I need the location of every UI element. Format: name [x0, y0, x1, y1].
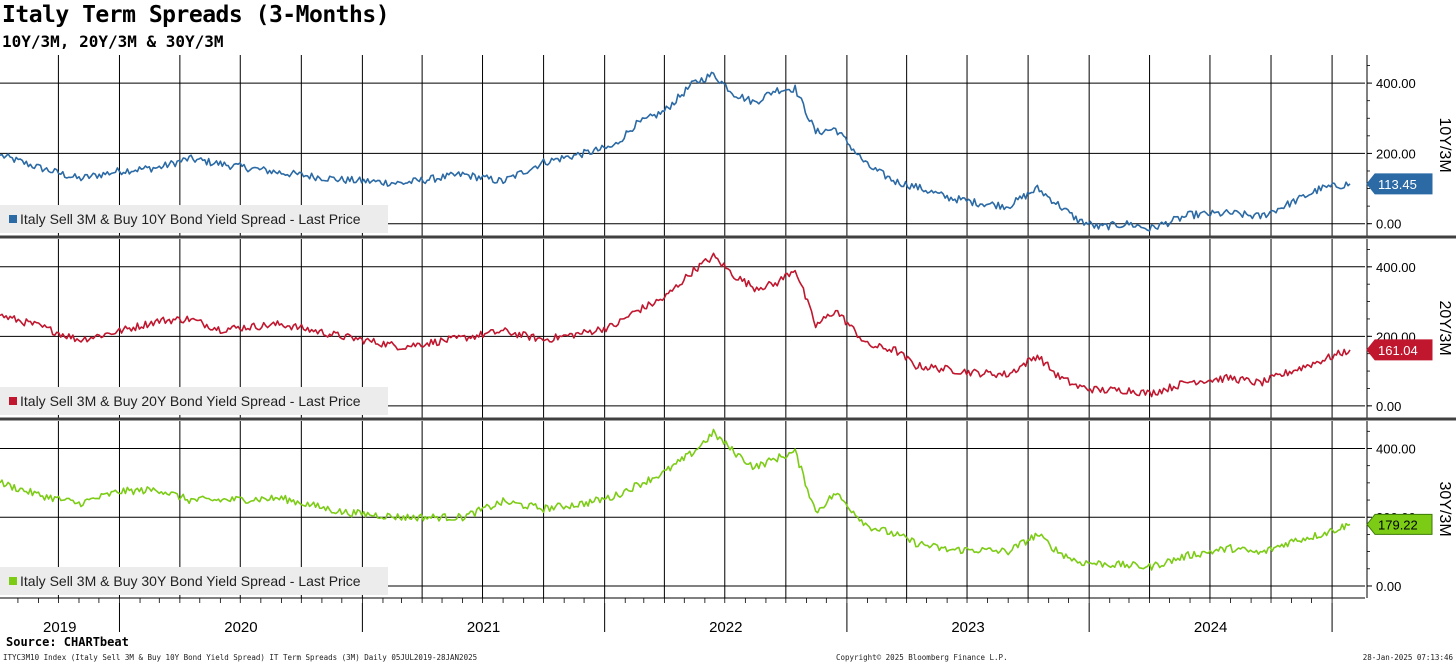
x-year-label: 2023 — [951, 619, 984, 635]
x-year-label: 2020 — [224, 619, 257, 635]
panel-divider — [0, 235, 1456, 239]
chart-title: Italy Term Spreads (3-Months) — [2, 2, 390, 28]
panel-10y-3m: 400.00 200.00 0.00 113.45 10Y/3M Italy Sell 3… — [0, 55, 1453, 236]
legend-background — [0, 387, 388, 415]
y-tick-label: 200.00 — [1376, 146, 1416, 161]
last-value-marker — [1366, 513, 1433, 535]
legend-label: Italy Sell 3M & Buy 10Y Bond Yield Sprea… — [20, 211, 361, 227]
legend-swatch — [9, 577, 17, 585]
legend-swatch — [9, 397, 17, 405]
series-line — [0, 71, 1351, 232]
footer-timestamp: 28-Jan-2025 07:13:46 — [1362, 653, 1453, 662]
last-value-label: 161.04 — [1378, 343, 1418, 358]
x-year-label: 2019 — [43, 619, 76, 635]
last-value-tag: 113.45 — [1366, 173, 1433, 195]
legend: Italy Sell 3M & Buy 20Y Bond Yield Sprea… — [0, 387, 388, 415]
legend-label: Italy Sell 3M & Buy 30Y Bond Yield Sprea… — [20, 573, 361, 589]
x-year-label: 2022 — [709, 619, 742, 635]
x-year-label: 2021 — [467, 619, 500, 635]
legend-background — [0, 567, 388, 595]
panel-axis-label: 20Y/3M — [1436, 301, 1453, 356]
legend: Italy Sell 3M & Buy 10Y Bond Yield Sprea… — [0, 205, 388, 233]
y-tick-label: 0.00 — [1376, 579, 1401, 594]
footer-description: ITYC3M10 Index (Italy Sell 3M & Buy 10Y … — [3, 653, 478, 662]
last-value-tag: 179.22 — [1366, 513, 1433, 535]
last-value-marker — [1366, 173, 1433, 195]
y-tick-label: 400.00 — [1376, 260, 1416, 275]
y-tick-label: 0.00 — [1376, 217, 1401, 232]
y-tick-label: 0.00 — [1376, 399, 1401, 414]
legend-background — [0, 205, 388, 233]
chart-subtitle: 10Y/3M, 20Y/3M & 30Y/3M — [2, 32, 224, 51]
y-tick-label: 400.00 — [1376, 441, 1416, 456]
last-value-marker — [1366, 339, 1433, 361]
chart-canvas: 400.00 200.00 0.00 113.45 10Y/3M Italy Sell 3… — [0, 55, 1456, 635]
legend-label: Italy Sell 3M & Buy 20Y Bond Yield Sprea… — [20, 393, 361, 409]
legend-swatch — [9, 215, 17, 223]
x-year-label: 2024 — [1194, 619, 1227, 635]
last-value-label: 179.22 — [1378, 517, 1418, 532]
panel-axis-label: 10Y/3M — [1436, 118, 1453, 173]
series-line — [0, 252, 1351, 398]
last-value-tag: 161.04 — [1366, 339, 1433, 361]
y-tick-label: 400.00 — [1376, 76, 1416, 91]
legend: Italy Sell 3M & Buy 30Y Bond Yield Sprea… — [0, 567, 388, 595]
footer-copyright: Copyright© 2025 Bloomberg Finance L.P. — [836, 653, 1008, 662]
source-note: Source: CHARTbeat — [6, 635, 129, 649]
series-line — [0, 428, 1351, 571]
panel-divider — [0, 417, 1456, 421]
last-value-label: 113.45 — [1378, 177, 1417, 192]
x-axis: 2019 2020 2021 2022 2023 2024 — [0, 597, 1365, 635]
panel-axis-label: 30Y/3M — [1436, 482, 1453, 537]
